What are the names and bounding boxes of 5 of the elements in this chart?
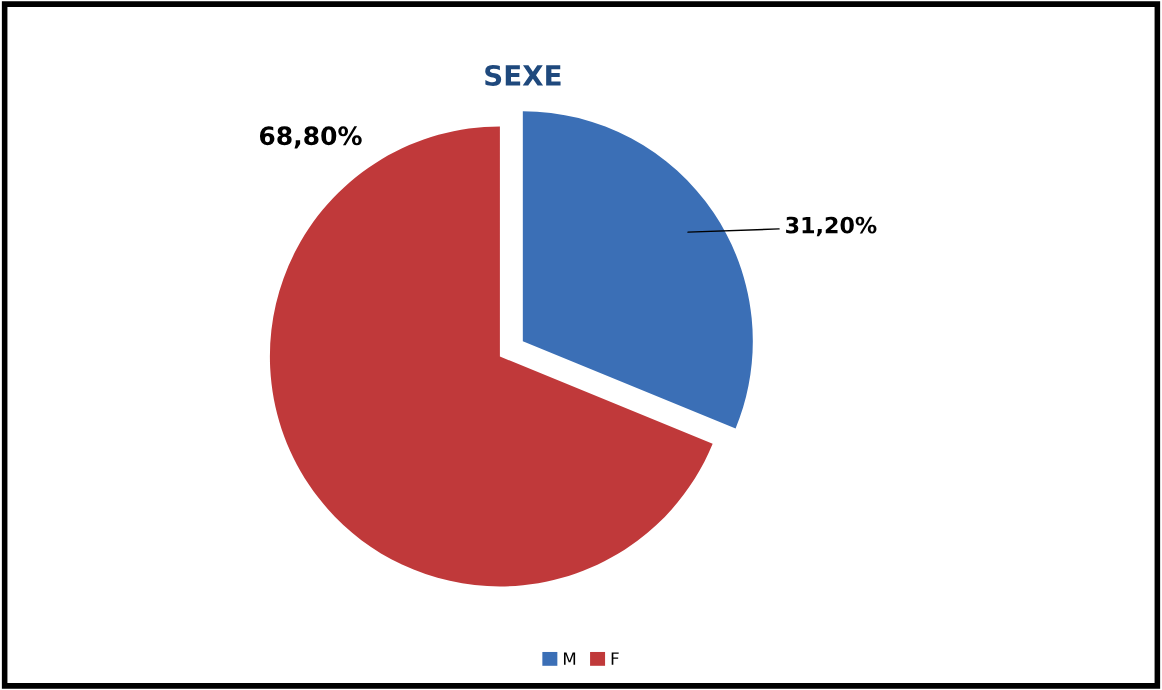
legend-label: M <box>563 652 576 665</box>
data-label: 68,80% <box>259 126 362 149</box>
legend-label: F <box>611 652 619 665</box>
data-label: 31,20% <box>786 216 877 237</box>
chart-title: SEXE <box>485 64 561 86</box>
